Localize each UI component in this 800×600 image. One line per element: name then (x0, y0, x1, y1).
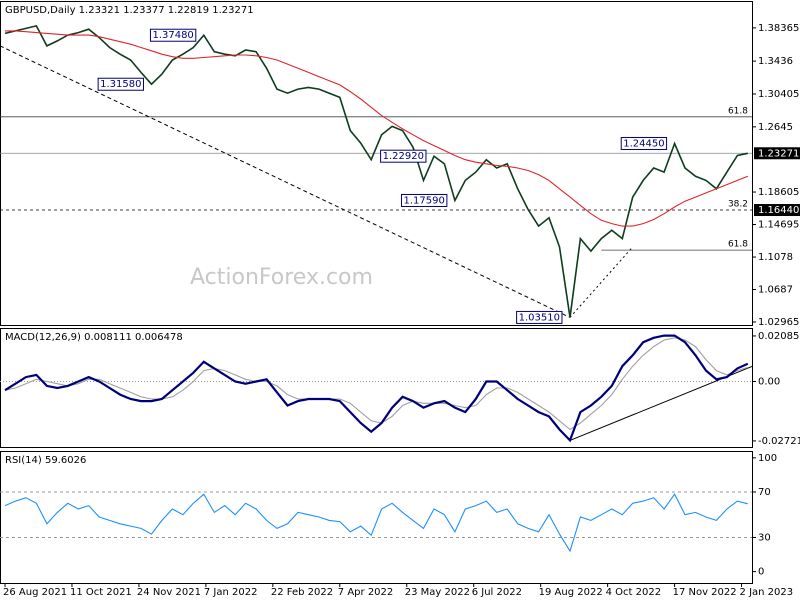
series-line (5, 30, 749, 227)
y-tick-label: 1.1078 (758, 252, 793, 263)
x-tick-label: 26 Aug 2021 (3, 587, 67, 598)
x-tick-label: 22 Feb 2022 (271, 587, 333, 598)
annotation-box (149, 28, 197, 42)
fib-label: 38.2 (728, 200, 748, 210)
panel-frame (0, 1, 753, 326)
x-tick-label: 7 Jan 2022 (204, 587, 258, 598)
annotation-label: 1.31580 (100, 79, 141, 90)
x-tick-label: 4 Oct 2022 (606, 587, 661, 598)
y-tick-label: 0.00 (758, 376, 780, 387)
series-line (4, 337, 748, 431)
annotation-label: 1.22920 (383, 151, 424, 162)
x-tick-label: 24 Nov 2021 (137, 587, 201, 598)
y-tick-label: 1.18605 (758, 187, 799, 198)
annotation-box (97, 77, 144, 91)
x-tick-label: 6 Jul 2022 (472, 587, 522, 598)
price-tag-bg (754, 147, 800, 160)
price-tag: 1.16440 (758, 205, 799, 216)
y-tick-label: 100 (758, 453, 777, 464)
panel-title: GBPUSD,Daily 1.23321 1.23377 1.22819 1.2… (5, 5, 254, 16)
panel-title: MACD(12,26,9) 0.008111 0.006478 (5, 332, 183, 343)
annotation-box (380, 149, 427, 163)
annotation-box (620, 136, 668, 150)
y-tick-label: 1.14695 (758, 220, 799, 231)
annotation-label: 1.03510 (519, 312, 560, 323)
y-tick-label: 0 (758, 567, 764, 578)
series-line (4, 24, 748, 318)
y-tick-label: 1.38365 (758, 23, 799, 34)
panel-frame (0, 328, 753, 448)
x-tick-label: 23 May 2022 (405, 587, 470, 598)
annotation-box (401, 193, 448, 207)
y-tick-label: 1.3436 (758, 56, 793, 67)
price-tag-bg (754, 204, 800, 217)
y-tick-label: 70 (758, 487, 771, 498)
series-line (4, 493, 748, 553)
y-tick-label: 1.30405 (758, 89, 799, 100)
annotation-label: 1.24450 (623, 138, 664, 149)
fib-label: 61.8 (728, 240, 748, 250)
annotation-label: 1.37480 (152, 30, 193, 41)
x-tick-label: 2 Jan 2023 (740, 587, 794, 598)
y-tick-label: 0.020858 (758, 331, 800, 342)
y-tick-label: 1.2645 (758, 122, 793, 133)
panel-title: RSI(14) 59.6026 (5, 455, 86, 466)
last-price-tag: 1.23271 (758, 148, 799, 159)
y-tick-label: 30 (758, 532, 771, 543)
trend-line (0, 45, 571, 318)
annotation-box (516, 310, 563, 324)
annotation-label: 1.17590 (404, 195, 445, 206)
x-tick-label: 17 Nov 2022 (673, 587, 737, 598)
x-tick-label: 19 Aug 2022 (539, 587, 603, 598)
y-tick-label: 1.0687 (758, 285, 793, 296)
y-tick-label: -0.027213 (758, 436, 800, 447)
trend-line (569, 246, 634, 318)
panel-frame (0, 451, 753, 584)
x-tick-label: 11 Oct 2021 (70, 587, 132, 598)
x-tick-label: 7 Apr 2022 (338, 587, 393, 598)
series-line (4, 334, 749, 443)
y-tick-label: 1.02965 (758, 317, 799, 328)
watermark: ActionForex.com (190, 265, 373, 290)
fib-label: 61.8 (728, 106, 748, 116)
